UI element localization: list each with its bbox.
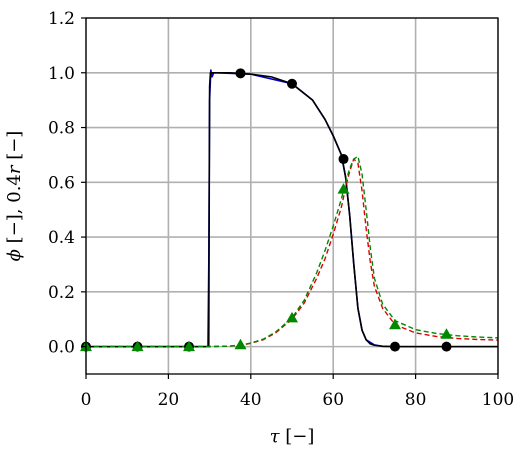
circle-marker [338,154,349,165]
x-tick-label: 100 [482,390,514,410]
x-tick-label: 0 [81,390,92,410]
x-tick-label: 40 [240,390,262,410]
plot-frame [85,17,499,375]
marker-layer [80,68,453,352]
circle-marker [441,341,452,352]
x-tick-label: 80 [405,390,427,410]
series-line-2 [86,71,498,348]
y-tick-label: 0.8 [48,119,75,139]
circle-marker [235,68,246,79]
triangle-marker [389,318,401,330]
x-axis-label: τ [−] [270,426,315,447]
circle-marker [287,78,297,89]
circle-marker [390,341,400,352]
x-tick-label: 60 [322,390,344,410]
x-axis-symbol: τ [270,426,281,447]
y-axis-unit: [−] [4,131,25,166]
triangle-marker [440,328,453,339]
triangle-marker [337,183,350,194]
y-tick-label: 1.0 [48,64,75,84]
series-layer [86,69,499,348]
x-tick-label: 20 [158,390,180,410]
triangle-marker [131,340,144,352]
y-axis-label-mid: [−], 0.4 [4,174,25,249]
triangle-marker [286,311,298,323]
y-axis-symbol-phi: ϕ [4,249,25,261]
triangle-marker [183,340,195,352]
triangle-marker [234,338,247,350]
y-tick-label: 0.4 [48,228,75,248]
y-tick-label: 0.0 [48,338,75,358]
series-line-1 [86,69,498,348]
y-tick-label: 0.6 [48,173,75,193]
series-line-4 [86,155,499,348]
y-tick-label: 0.2 [48,283,75,303]
ticks: 0 20 40 60 80 100 0.0 0.2 0.4 0.6 0.8 1.0 1.2 [48,9,514,410]
y-tick-label: 1.2 [48,9,75,29]
x-axis-unit: [−] [280,426,315,447]
y-axis-symbol-r: r [4,164,25,174]
y-axis-label: ϕ [−], 0.4r [−] [4,131,25,262]
